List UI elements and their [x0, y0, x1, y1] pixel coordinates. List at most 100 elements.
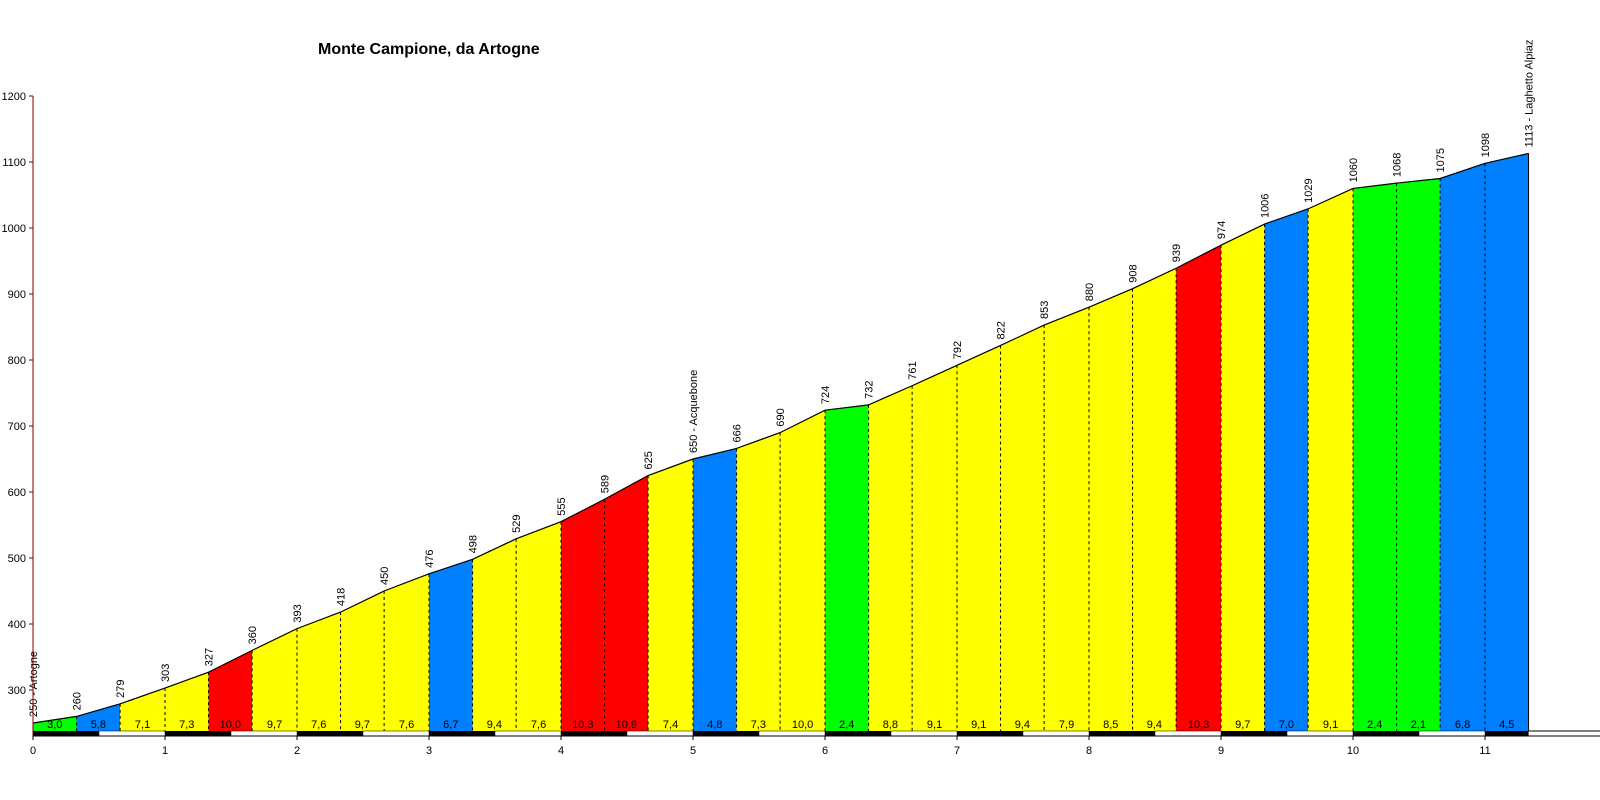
elevation-label: 498: [468, 535, 480, 553]
grade-segment: [693, 448, 737, 731]
grade-label: 7,6: [531, 719, 546, 731]
grade-segment: [208, 650, 253, 731]
km-band-dark: [1089, 731, 1155, 736]
elevation-label: 327: [204, 648, 216, 666]
elevation-label: 939: [1171, 244, 1183, 262]
grade-segment: [1485, 153, 1529, 732]
km-band-light: [1418, 730, 1486, 737]
km-band-dark: [825, 731, 891, 736]
elevation-label: 303: [160, 664, 172, 682]
grade-segment: [1396, 178, 1441, 731]
grade-label: 9,1: [1323, 719, 1338, 731]
elevation-label: 418: [336, 588, 348, 606]
elevation-label: 279: [115, 680, 127, 698]
grade-label: 9,4: [1015, 719, 1030, 731]
grade-segment: [1264, 208, 1309, 732]
elevation-label: 724: [820, 386, 832, 404]
x-tick-label: 11: [1479, 745, 1490, 757]
km-band-dark: [429, 731, 495, 736]
grade-label: 6,7: [443, 719, 458, 731]
x-tick-label: 6: [822, 745, 828, 757]
elevation-label: 732: [864, 381, 876, 399]
grade-segment: [780, 410, 825, 731]
elevation-label: 1113 - Laghetto Alpiaz: [1524, 40, 1536, 148]
y-tick-label: 300: [8, 685, 26, 697]
grade-label: 9,4: [1147, 719, 1162, 731]
elevation-label: 1098: [1480, 133, 1492, 157]
grade-label: 6,8: [1455, 719, 1470, 731]
grade-label: 9,7: [1235, 719, 1250, 731]
km-band: [33, 730, 1529, 737]
x-tick-label: 10: [1347, 745, 1359, 757]
grade-segment: [561, 499, 605, 731]
elevation-label: 853: [1039, 301, 1051, 319]
grade-label: 2,4: [839, 719, 854, 731]
km-band-dark: [1221, 731, 1287, 736]
km-band-light: [494, 730, 562, 737]
grade-segment: [912, 365, 957, 731]
grade-segment: [340, 591, 385, 731]
x-tick-label: 0: [30, 745, 36, 757]
grade-label: 10,9: [616, 719, 637, 731]
grade-label: 7,6: [311, 719, 326, 731]
grade-label: 7,1: [135, 719, 150, 731]
km-band-dark: [693, 731, 759, 736]
grade-segment: [1132, 268, 1177, 731]
elevation-label: 555: [556, 497, 568, 515]
grade-segment: [1221, 224, 1265, 732]
grade-label: 2,1: [1411, 719, 1426, 731]
km-band-light: [890, 730, 958, 737]
grade-label: 7,3: [751, 719, 766, 731]
km-band-dark: [1485, 731, 1529, 736]
km-band-dark: [297, 731, 363, 736]
grade-segment: [648, 459, 693, 731]
y-tick-label: 800: [8, 355, 26, 367]
grade-label: 7,0: [1279, 719, 1294, 731]
x-tick-label: 2: [294, 745, 300, 757]
grade-segment: [1308, 188, 1353, 731]
segment-dividers: [76, 163, 1486, 731]
elevation-label: 908: [1128, 264, 1140, 282]
km-band-light: [758, 730, 826, 737]
grade-label: 4,8: [707, 719, 722, 731]
grade-segment: [165, 672, 209, 731]
elevation-label: 1075: [1435, 148, 1447, 172]
elevation-label: 650 - Acquebone: [688, 370, 700, 453]
grade-label: 3,0: [47, 719, 62, 731]
elevation-label: 822: [996, 321, 1008, 339]
grade-segment: [76, 703, 121, 731]
elevation-label: 690: [775, 408, 787, 426]
grade-segment: [1440, 163, 1485, 731]
km-band-light: [626, 730, 694, 737]
km-band-light: [362, 730, 430, 737]
elevation-label: 1068: [1392, 153, 1404, 177]
elevation-labels: 250 - Artogne 260 279 303 327 360 393 418 450 476…: [28, 40, 1536, 717]
y-tick-label: 700: [8, 421, 26, 433]
km-band-dark: [561, 731, 627, 736]
grade-label: 10,0: [220, 719, 241, 731]
y-tick-label: 1100: [2, 157, 26, 169]
grade-segment: [120, 688, 165, 731]
grade-label: 5,8: [91, 719, 106, 731]
elevation-label: 1006: [1260, 194, 1272, 218]
km-band-light: [98, 730, 166, 737]
grade-label: 2,4: [1367, 719, 1382, 731]
grade-label: 4,5: [1499, 719, 1514, 731]
x-tick-label: 7: [954, 745, 960, 757]
grade-label: 10,0: [792, 719, 813, 731]
elevation-label: 393: [292, 604, 304, 622]
grade-label: 7,9: [1059, 719, 1074, 731]
y-tick-label: 1200: [2, 91, 26, 103]
grade-segment: [1353, 183, 1397, 731]
elevation-label: 792: [952, 341, 964, 359]
grade-segment: [1044, 307, 1089, 731]
elevation-label: 974: [1216, 221, 1228, 239]
grade-segment: [384, 573, 429, 731]
elevation-label: 360: [247, 626, 259, 644]
y-tick-label: 1000: [2, 223, 26, 235]
grade-label: 9,4: [487, 719, 502, 731]
grade-label: 10,3: [1188, 719, 1209, 731]
elevation-label: 250 - Artogne: [28, 651, 40, 717]
grade-segment: [1176, 245, 1221, 731]
grade-segment: [516, 521, 561, 731]
